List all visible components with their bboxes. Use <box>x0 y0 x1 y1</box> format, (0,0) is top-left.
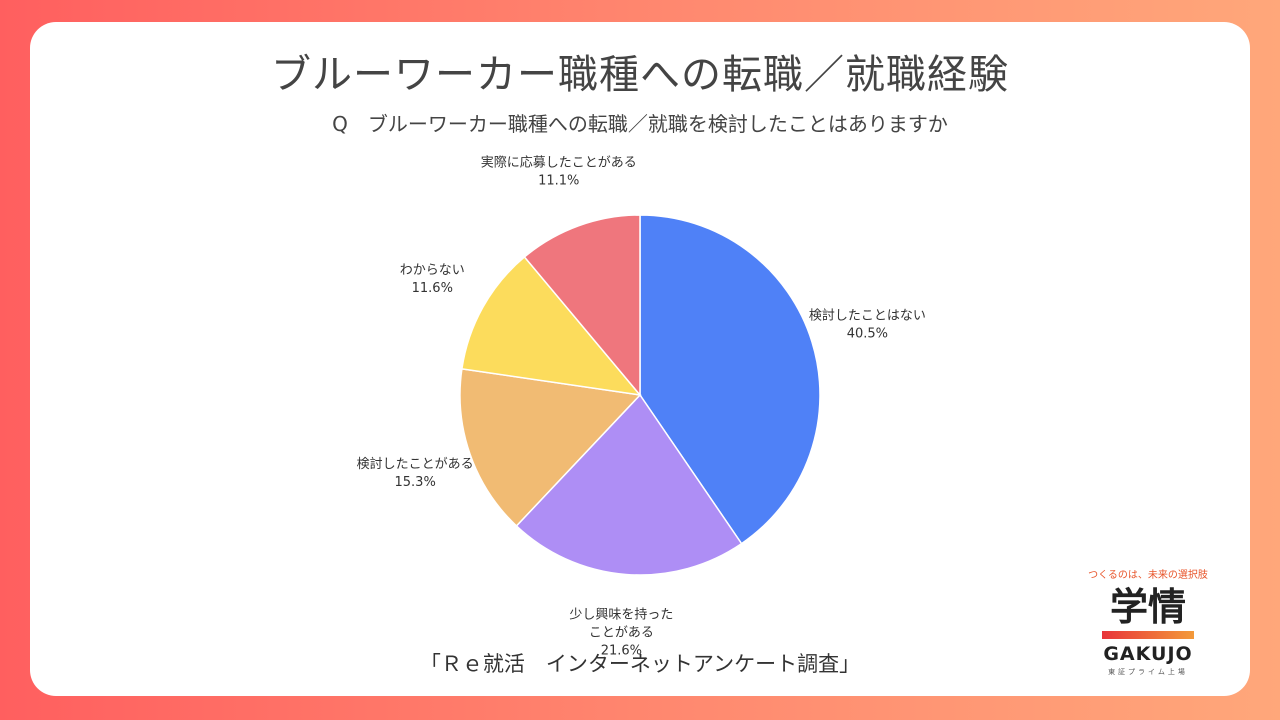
pie-slice <box>639 214 821 545</box>
logo-tagline: つくるのは、未来の選択肢 <box>1088 570 1208 581</box>
slice-value-label: 15.3% <box>395 475 436 490</box>
slice-value-label: 40.5% <box>847 327 888 342</box>
pie-slice <box>523 214 641 398</box>
slice-value-label: 11.1% <box>538 173 579 188</box>
slice-category-label: わからない <box>400 263 465 278</box>
logo-bar <box>1102 630 1194 639</box>
slice-category-label: 少し興味を持った <box>569 607 673 622</box>
chart-subtitle: Q ブルーワーカー職種への転職／就職を検討したことはありますか <box>332 112 948 136</box>
slice-category-label: 実際に応募したことがある <box>481 154 637 170</box>
logo-wordmark: GAKUJO <box>1103 642 1193 665</box>
survey-source: 「Ｒｅ就活 インターネットアンケート調査」 <box>419 652 861 676</box>
slice-value-label: 11.6% <box>412 281 453 296</box>
slice-category-label: 検討したことはない <box>809 308 926 324</box>
logo-subtext: 東証プライム上場 <box>1108 667 1188 676</box>
slice-category-label: 検討したことがある <box>357 456 474 472</box>
pie-slices <box>459 214 821 576</box>
slice-value-label: 21.6% <box>601 643 642 658</box>
pie-slice <box>515 393 743 576</box>
gakujo-logo: つくるのは、未来の選択肢 学情 GAKUJO 東証プライム上場 <box>1082 566 1214 677</box>
logo-mark: 学情 <box>1109 585 1186 629</box>
pie-slice <box>459 367 642 527</box>
pie-slice <box>461 255 642 397</box>
slice-category-label: ことがある <box>589 625 654 640</box>
chart-title: ブルーワーカー職種への転職／就職経験 <box>271 52 1009 98</box>
